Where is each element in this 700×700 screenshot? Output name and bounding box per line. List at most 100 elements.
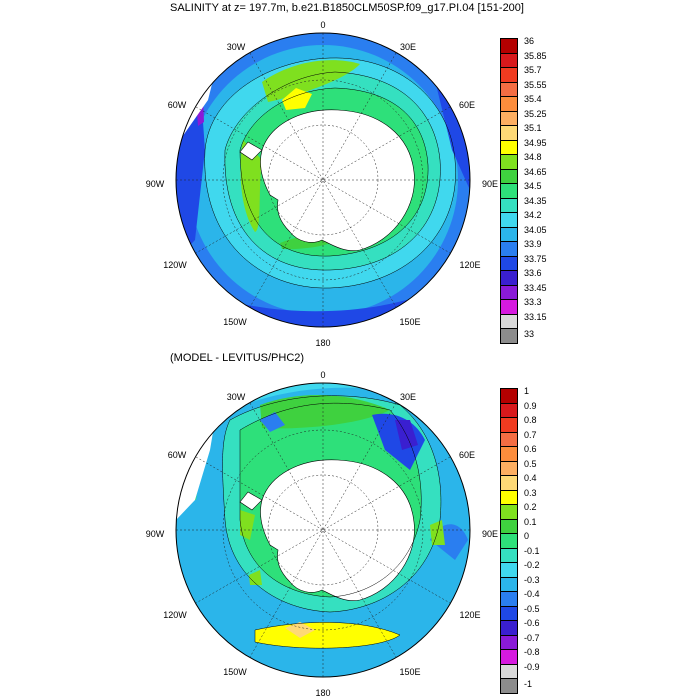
- top-lon-label: 30W: [227, 42, 246, 52]
- top-colorbar-label: 35.25: [524, 108, 547, 119]
- top-colorbar-swatch: [500, 154, 518, 170]
- bottom-colorbar-swatch: [500, 388, 518, 404]
- bottom-colorbar-swatch: [500, 402, 518, 418]
- bottom-colorbar-swatch: [500, 417, 518, 433]
- top-colorbar-label: 34.8: [524, 152, 542, 162]
- bottom-colorbar-label: 0.9: [524, 400, 537, 411]
- top-colorbar-label: 34.35: [524, 195, 547, 206]
- top-lon-label: 120E: [459, 260, 480, 270]
- bottom-colorbar: 1 0.9 0.8 0.7 0.6 0.5 0.4 0.3 0.2 0.1 0 -0.1 -0.2 -0.…: [500, 386, 560, 694]
- bottom-colorbar-label: -0.3: [524, 574, 540, 585]
- top-lon-label: 60E: [459, 100, 475, 110]
- bottom-colorbar-label: -0.1: [524, 545, 540, 556]
- top-colorbar-label: 35.85: [524, 50, 547, 61]
- top-polar-map: [175, 32, 471, 328]
- top-colorbar-label: 34.65: [524, 166, 547, 177]
- bottom-lon-label: 90E: [482, 529, 498, 539]
- bottom-colorbar-label: -0.5: [524, 603, 540, 614]
- bottom-colorbar-swatch: [500, 504, 518, 520]
- bottom-colorbar-swatch: [500, 663, 518, 679]
- top-colorbar-label: 33.75: [524, 253, 547, 264]
- top-colorbar-swatch: [500, 110, 518, 126]
- top-longitude-labels: 0 30E 60E 90E 120E 150E 180 150W 120W 90…: [146, 20, 498, 348]
- top-colorbar-swatch: [500, 52, 518, 68]
- top-colorbar-label: 33.15: [524, 311, 547, 322]
- bottom-lon-label: 60E: [459, 450, 475, 460]
- bottom-colorbar-label: -0.2: [524, 560, 540, 570]
- top-lon-label: 150E: [399, 317, 420, 327]
- top-colorbar-swatch: [500, 81, 518, 97]
- bottom-lon-label: 60W: [168, 450, 187, 460]
- bottom-colorbar-swatch: [500, 446, 518, 462]
- bottom-colorbar-swatch: [500, 634, 518, 650]
- top-colorbar-label: 33.3: [524, 297, 542, 307]
- top-colorbar-label: 33.9: [524, 239, 542, 249]
- top-colorbar-swatch: [500, 212, 518, 228]
- top-lon-label: 90W: [146, 179, 165, 189]
- top-colorbar-swatch: [500, 197, 518, 213]
- bottom-colorbar-swatch: [500, 591, 518, 607]
- bottom-lon-label: 120W: [163, 610, 187, 620]
- top-colorbar-swatch: [500, 284, 518, 300]
- bottom-colorbar-label: 0: [524, 531, 530, 541]
- top-colorbar-swatch: [500, 139, 518, 155]
- top-colorbar-swatch: [500, 313, 518, 329]
- bottom-longitude-labels: 0 30E 60E 90E 120E 150E 180 150W 120W 90…: [146, 370, 498, 698]
- bottom-colorbar-label: -1: [524, 679, 533, 689]
- bottom-lon-label: 120E: [459, 610, 480, 620]
- bottom-lon-label: 180: [315, 688, 330, 698]
- bottom-colorbar-label: 0.2: [524, 502, 537, 512]
- bottom-colorbar-label: 0.5: [524, 458, 537, 469]
- top-map-title: SALINITY at z= 197.7m, b.e21.B1850CLM50S…: [170, 2, 524, 14]
- top-colorbar-swatch: [500, 125, 518, 141]
- bottom-colorbar-label: 0.3: [524, 487, 537, 498]
- bottom-colorbar-label: -0.7: [524, 632, 540, 643]
- bottom-lon-label: 150E: [399, 667, 420, 677]
- bottom-lon-label: 0: [320, 370, 325, 380]
- bottom-colorbar-swatch: [500, 518, 518, 534]
- top-colorbar-label: 34.05: [524, 224, 547, 235]
- bottom-colorbar-label: 0.6: [524, 444, 537, 454]
- top-colorbar-label: 33.45: [524, 282, 547, 293]
- top-colorbar-label: 34.2: [524, 210, 542, 220]
- top-lon-label: 0: [320, 20, 325, 30]
- bottom-colorbar-swatch: [500, 620, 518, 636]
- bottom-colorbar-swatch: [500, 678, 518, 694]
- top-lon-label: 150W: [223, 317, 247, 327]
- top-colorbar-swatch: [500, 168, 518, 184]
- bottom-colorbar-swatch: [500, 533, 518, 549]
- top-lon-label: 120W: [163, 260, 187, 270]
- top-colorbar-swatch: [500, 241, 518, 257]
- bottom-lon-label: 30W: [227, 392, 246, 402]
- top-colorbar-swatch: [500, 299, 518, 315]
- top-colorbar-swatch: [500, 226, 518, 242]
- bottom-colorbar-swatch: [500, 547, 518, 563]
- bottom-colorbar-swatch: [500, 576, 518, 592]
- bottom-colorbar-swatch: [500, 489, 518, 505]
- bottom-colorbar-label: -0.4: [524, 589, 540, 599]
- bottom-colorbar-swatch: [500, 605, 518, 621]
- top-colorbar-swatch: [500, 96, 518, 112]
- bottom-colorbar-label: 0.7: [524, 429, 537, 440]
- top-colorbar-label: 35.7: [524, 65, 542, 75]
- top-colorbar-label: 35.1: [524, 123, 542, 133]
- top-colorbar-swatch: [500, 38, 518, 54]
- top-colorbar-label: 34.95: [524, 137, 547, 148]
- top-colorbar-label: 35.4: [524, 94, 542, 104]
- top-colorbar-swatch: [500, 67, 518, 83]
- top-lon-label: 90E: [482, 179, 498, 189]
- top-colorbar-swatch: [500, 255, 518, 271]
- top-colorbar: 36 35.85 35.7 35.55 35.4 35.25 35.1 34.95 34.8 34…: [500, 36, 560, 344]
- bottom-colorbar-swatch: [500, 460, 518, 476]
- top-colorbar-swatch: [500, 328, 518, 344]
- bottom-colorbar-swatch: [500, 649, 518, 665]
- bottom-colorbar-label: 0.1: [524, 516, 537, 527]
- bottom-polar-map: [175, 382, 471, 678]
- top-colorbar-label: 33: [524, 329, 535, 339]
- bottom-map-title: (MODEL - LEVITUS/PHC2): [170, 352, 305, 364]
- bottom-lon-label: 150W: [223, 667, 247, 677]
- top-lon-label: 30E: [400, 42, 416, 52]
- bottom-lon-label: 30E: [400, 392, 416, 402]
- bottom-colorbar-label: -0.9: [524, 661, 540, 672]
- bottom-colorbar-swatch: [500, 475, 518, 491]
